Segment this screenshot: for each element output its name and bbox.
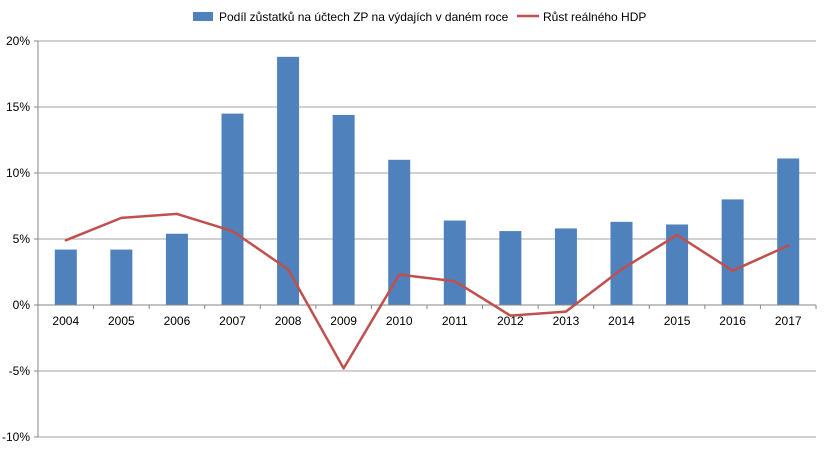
legend-swatch-bars bbox=[193, 12, 213, 21]
bar bbox=[554, 228, 577, 305]
y-tick-label: 15% bbox=[6, 100, 30, 114]
y-tick-label: -10% bbox=[2, 430, 30, 444]
x-tick-label: 2017 bbox=[775, 314, 802, 328]
gridlines bbox=[38, 40, 816, 438]
line-series bbox=[64, 212, 790, 370]
x-tick-label: 2016 bbox=[719, 314, 746, 328]
x-tick-label: 2015 bbox=[664, 314, 691, 328]
line-point bbox=[231, 229, 234, 233]
line-point bbox=[509, 314, 512, 317]
x-tick-label: 2014 bbox=[608, 314, 635, 328]
x-tick-label: 2007 bbox=[219, 314, 246, 328]
bar bbox=[54, 249, 77, 305]
x-tick-label: 2008 bbox=[275, 314, 302, 328]
line-point bbox=[175, 212, 179, 216]
line-point bbox=[453, 280, 456, 283]
bar bbox=[277, 56, 300, 306]
bar bbox=[110, 249, 133, 305]
line-point bbox=[564, 310, 568, 313]
x-tick-label: 2012 bbox=[497, 314, 524, 328]
legend-label-bars: Podíl zůstatků na účtech ZP na výdajích … bbox=[219, 10, 509, 24]
line-point bbox=[120, 216, 123, 220]
y-tick-label: 5% bbox=[13, 232, 31, 246]
line-path bbox=[65, 212, 789, 370]
x-axis: 2004 2005 2006 2007 2008 2009 2010 2011 2012 2013… bbox=[37, 304, 817, 328]
line-point bbox=[787, 244, 790, 247]
legend-label-line: Růst reálného HDP bbox=[543, 10, 646, 24]
x-tick-label: 2004 bbox=[52, 314, 79, 328]
bar bbox=[165, 233, 188, 305]
x-tick-label: 2013 bbox=[553, 314, 580, 328]
y-tick-label: 20% bbox=[6, 34, 30, 48]
line-point bbox=[286, 268, 290, 271]
legend: Podíl zůstatků na účtech ZP na výdajích … bbox=[193, 10, 646, 24]
bar bbox=[610, 221, 633, 305]
bar bbox=[388, 159, 411, 305]
line-point bbox=[64, 239, 67, 242]
line-point bbox=[731, 269, 734, 272]
x-tick-label: 2005 bbox=[108, 314, 135, 328]
bar bbox=[443, 220, 466, 305]
x-tick-label: 2006 bbox=[164, 314, 191, 328]
line-point bbox=[620, 268, 623, 271]
bar bbox=[499, 231, 522, 305]
line-point bbox=[342, 367, 345, 370]
y-tick-label: -5% bbox=[9, 364, 31, 378]
y-axis: -10% -5% 0% 5% 10% 15% 20% bbox=[2, 34, 39, 444]
bar bbox=[221, 113, 244, 305]
bar bbox=[721, 199, 744, 305]
x-tick-label: 2010 bbox=[386, 314, 413, 328]
y-tick-label: 10% bbox=[6, 166, 30, 180]
bar bbox=[666, 224, 689, 305]
x-tick-label: 2009 bbox=[330, 314, 357, 328]
bar-series bbox=[54, 56, 800, 306]
line-point bbox=[675, 233, 679, 237]
bar bbox=[777, 158, 800, 305]
line-point bbox=[398, 273, 401, 276]
y-tick-label: 0% bbox=[13, 298, 31, 312]
bar bbox=[332, 114, 355, 305]
x-tick-label: 2011 bbox=[442, 314, 468, 328]
